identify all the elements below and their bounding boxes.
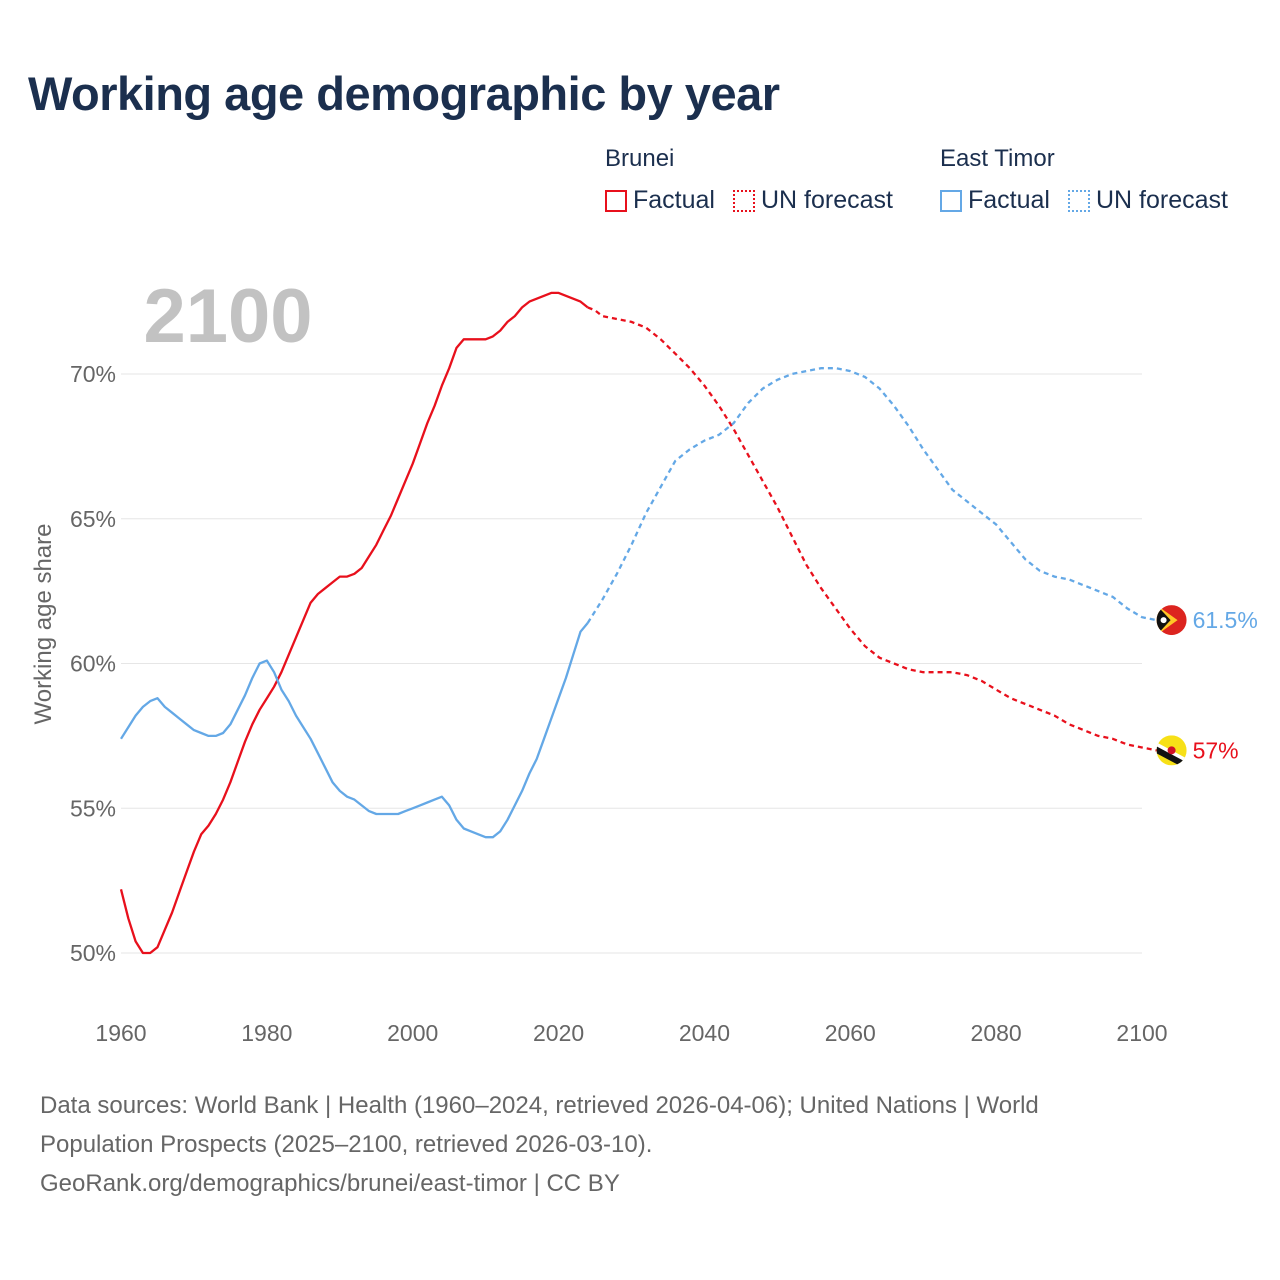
legend-item-label: Factual [968,186,1050,214]
legend-item-label: Factual [633,186,715,214]
page-title: Working age demographic by year [28,67,780,120]
x-tick-label: 1960 [95,1020,146,1046]
legend-item-label: UN forecast [1095,186,1228,214]
legend-item-east-timor-forecast[interactable]: UN forecast [1067,186,1228,215]
x-tick-label: 2040 [679,1020,730,1046]
y-tick-label: 65% [70,506,116,532]
year-watermark: 2100 [143,274,312,359]
series-line-east-timor-factual [120,622,589,839]
footer-sources: Data sources: World Bank | Health (1960–… [40,1086,1240,1203]
legend-country-label: Brunei [605,145,675,172]
end-value-label: 61.5% [1193,607,1258,633]
y-axis-label: Working age share [30,524,57,725]
legend-group-brunei: Brunei Factual UN forecast [605,144,911,215]
end-value-label: 57% [1193,737,1239,763]
x-tick-label: 2020 [533,1020,584,1046]
y-tick-label: 60% [70,651,116,677]
footer-line[interactable]: GeoRank.org/demographics/brunei/east-tim… [40,1170,620,1197]
series-line-brunei-forecast [587,306,1157,752]
x-tick-label: 2060 [825,1020,876,1046]
y-tick-label: 50% [70,940,116,966]
footer-line: Data sources: World Bank | Health (1960–… [40,1092,1039,1119]
legend-swatch-solid [940,189,962,212]
footer-line: Population Prospects (2025–2100, retriev… [40,1131,653,1158]
legend-swatch-dotted [732,189,755,212]
line-chart: 2100 50% 55% 60% 65% 70% 1960 1980 2000 2020 2040 2… [30,274,1258,1046]
y-tick-label: 70% [70,361,116,387]
series-line-brunei-factual [119,291,589,955]
legend-swatch-dotted [1067,189,1090,212]
x-tick-label: 1980 [241,1020,292,1046]
legend-item-brunei-factual[interactable]: Factual [605,186,715,215]
legend-item-east-timor-factual[interactable]: Factual [940,186,1050,215]
y-tick-label: 55% [70,795,116,821]
x-tick-label: 2080 [971,1020,1022,1046]
east-timor-flag-icon [1156,605,1187,636]
brunei-flag-icon [1156,735,1187,766]
legend-item-brunei-forecast[interactable]: UN forecast [732,186,893,215]
series-line-east-timor-forecast [586,367,1157,624]
x-tick-label: 2100 [1116,1020,1167,1046]
x-tick-label: 2000 [387,1020,438,1046]
legend-swatch-solid [605,189,627,212]
legend-country-label: East Timor [940,145,1055,172]
legend-item-label: UN forecast [760,186,893,214]
legend-group-east-timor: East Timor Factual UN forecast [940,144,1228,215]
